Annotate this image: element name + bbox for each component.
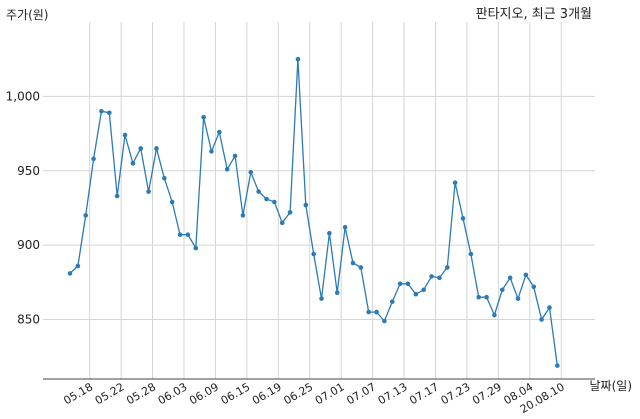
data-point <box>405 281 411 287</box>
data-point <box>531 284 537 290</box>
data-point <box>272 199 277 205</box>
data-point <box>264 196 269 202</box>
data-point <box>240 213 246 218</box>
data-point <box>484 294 489 300</box>
x-tick-label: 06.25 <box>281 380 315 407</box>
data-point <box>374 309 379 315</box>
data-point <box>421 287 427 293</box>
data-point <box>154 146 159 151</box>
axes: 8509009501,00005.1805.2205.2806.0306.090… <box>6 89 595 416</box>
data-point <box>91 156 96 162</box>
data-point <box>468 251 474 257</box>
data-point <box>507 275 513 281</box>
data-point <box>452 180 458 185</box>
x-tick-label: 05.18 <box>61 380 95 407</box>
data-point <box>555 363 560 368</box>
data-point <box>389 299 395 304</box>
data-point <box>177 232 183 238</box>
data-point <box>162 175 167 181</box>
data-point <box>358 265 364 270</box>
data-point <box>303 202 309 208</box>
data-point <box>75 263 81 269</box>
data-point <box>169 199 175 205</box>
data-point <box>413 291 419 297</box>
data-point <box>444 265 450 270</box>
data-point <box>523 272 529 278</box>
data-point <box>492 312 497 318</box>
data-point <box>248 169 254 175</box>
data-point <box>429 274 434 279</box>
data-point <box>539 317 544 322</box>
data-point <box>342 224 348 230</box>
data-point <box>99 108 104 114</box>
data-point <box>232 153 238 159</box>
x-tick-label: 05.28 <box>124 380 158 407</box>
data-point <box>256 189 261 194</box>
x-tick-label: 06.15 <box>219 380 253 407</box>
data-point <box>146 189 151 194</box>
data-point <box>460 216 466 221</box>
series-layer <box>67 56 560 368</box>
data-point <box>366 309 371 315</box>
x-tick-label: 06.03 <box>156 380 190 407</box>
data-point <box>476 294 482 300</box>
x-tick-label: 07.17 <box>407 380 441 407</box>
data-point <box>122 132 128 138</box>
y-axis-label: 주가(원) <box>6 8 48 22</box>
data-point <box>138 146 144 151</box>
x-tick-label: 07.01 <box>313 380 347 407</box>
x-tick-label: 07.29 <box>470 380 504 407</box>
data-point <box>437 275 442 281</box>
x-tick-label: 06.09 <box>187 380 221 407</box>
y-tick-label: 850 <box>17 313 40 327</box>
data-point <box>287 210 293 215</box>
data-point <box>397 281 403 287</box>
data-point <box>224 166 230 172</box>
data-point <box>279 220 285 226</box>
data-point <box>334 290 340 296</box>
data-point <box>67 271 73 276</box>
x-tick-label: 07.23 <box>439 380 473 407</box>
data-point <box>201 114 206 120</box>
data-point <box>515 296 521 301</box>
data-point <box>193 245 199 251</box>
x-tick-label: 05.22 <box>93 380 127 407</box>
data-point <box>114 193 120 199</box>
y-tick-label: 1,000 <box>6 89 40 103</box>
x-tick-label: 07.13 <box>376 380 410 407</box>
data-point <box>311 251 316 257</box>
data-point <box>382 318 387 324</box>
data-point <box>547 305 552 310</box>
data-point <box>319 296 324 301</box>
x-axis-label: 날짜(일) <box>590 379 632 393</box>
y-tick-label: 900 <box>17 238 40 252</box>
data-point <box>130 161 136 166</box>
data-point <box>217 129 222 135</box>
data-point <box>500 287 505 293</box>
data-point <box>350 260 356 266</box>
x-tick-label: 07.07 <box>344 380 378 407</box>
x-tick-label: 06.19 <box>250 380 284 407</box>
data-point <box>327 230 332 236</box>
data-point <box>209 149 214 154</box>
data-point <box>295 56 301 62</box>
chart-title: 판타지오, 최근 3개월 <box>476 7 592 22</box>
data-point <box>107 110 112 116</box>
grid <box>43 22 595 379</box>
y-tick-label: 950 <box>17 164 40 178</box>
data-point <box>185 232 191 238</box>
data-point <box>83 213 89 218</box>
